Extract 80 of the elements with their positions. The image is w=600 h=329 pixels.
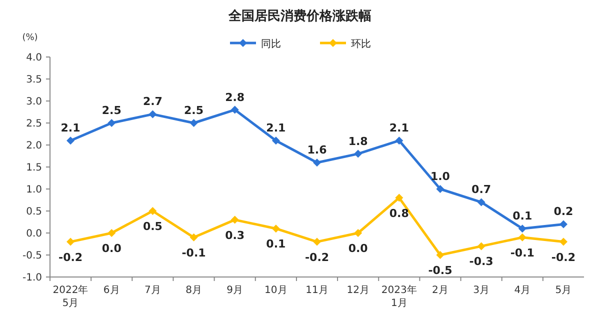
y-tick-label: 0.5	[26, 206, 42, 218]
data-label: -0.2	[58, 250, 83, 264]
data-label: -0.2	[551, 250, 576, 264]
point	[559, 220, 568, 228]
point	[313, 238, 321, 246]
point	[436, 185, 444, 193]
point	[272, 224, 280, 233]
point	[190, 119, 198, 127]
point	[436, 251, 444, 259]
legend-label: 同比	[261, 38, 281, 50]
y-tick-label: -0.5	[22, 250, 42, 262]
point	[230, 216, 239, 224]
point	[477, 242, 486, 250]
data-label: -0.1	[182, 246, 206, 260]
x-tick-label: 9月	[226, 285, 244, 296]
data-label: -0.2	[304, 250, 330, 264]
data-label: 2.7	[142, 95, 162, 108]
point	[108, 229, 116, 237]
data-label: 0.0	[102, 242, 122, 255]
point	[395, 136, 404, 145]
y-tick-label: -1.0	[22, 272, 42, 284]
x-tick-label: 8月	[186, 285, 202, 296]
point	[230, 106, 239, 114]
data-label: -0.1	[510, 246, 534, 260]
x-tick-label: 12月	[346, 285, 370, 296]
x-tick-label: 2月	[432, 285, 448, 296]
chart-title: 全国居民消费价格涨跌幅	[228, 9, 372, 24]
data-label: 0.3	[225, 228, 245, 242]
point	[518, 233, 526, 242]
point	[518, 224, 526, 233]
data-label: 1.8	[348, 134, 368, 148]
point	[272, 136, 280, 145]
data-label: 1.0	[430, 170, 450, 183]
data-label: 0.7	[472, 183, 492, 196]
y-tick-label: 0.0	[26, 228, 42, 240]
y-tick-label: 1.0	[26, 184, 42, 196]
point	[66, 238, 75, 246]
legend-label: 环比	[351, 38, 371, 50]
y-tick-label: 3.5	[26, 74, 42, 86]
x-tick-label: 2023年1月	[381, 284, 417, 309]
data-label: 2.5	[184, 104, 204, 117]
data-label: 0.8	[389, 206, 409, 220]
data-label: 2.1	[389, 122, 409, 135]
point	[354, 229, 362, 237]
y-tick-label: 2.5	[26, 118, 42, 130]
y-tick-label: 2.0	[26, 140, 42, 152]
data-label: 0.0	[348, 242, 368, 255]
data-label: 2.8	[225, 90, 245, 104]
data-label: -0.3	[469, 255, 494, 268]
point	[190, 233, 198, 242]
x-tick-label: 2022年5月	[52, 284, 88, 309]
data-label: -0.5	[428, 264, 452, 277]
data-label: 0.2	[554, 205, 574, 218]
x-tick-label: 10月	[264, 285, 288, 296]
y-tick-label: 3.0	[26, 96, 42, 108]
data-label: 0.1	[512, 210, 532, 223]
x-tick-label: 6月	[103, 285, 120, 296]
point	[559, 238, 568, 246]
point	[66, 136, 75, 145]
data-label: 2.1	[60, 122, 80, 135]
point	[354, 150, 362, 158]
data-label: 0.1	[266, 238, 286, 251]
x-tick-label: 5月	[555, 285, 572, 296]
point	[148, 207, 157, 215]
y-tick-label: 1.5	[26, 162, 42, 174]
x-tick-label: 7月	[144, 285, 161, 296]
point	[313, 158, 321, 167]
x-tick-label: 4月	[514, 285, 531, 296]
point	[395, 194, 404, 202]
point	[477, 198, 486, 206]
y-tick-label: 4.0	[26, 52, 42, 64]
y-axis-title: (%)	[22, 33, 38, 43]
data-label: 0.5	[142, 220, 162, 233]
x-tick-label: 11月	[306, 285, 328, 296]
point	[108, 119, 116, 127]
data-label: 2.5	[102, 104, 122, 117]
x-tick-label: 3月	[473, 285, 490, 296]
point	[148, 110, 157, 118]
data-label: 2.1	[266, 122, 286, 135]
data-label: 1.6	[307, 144, 328, 157]
